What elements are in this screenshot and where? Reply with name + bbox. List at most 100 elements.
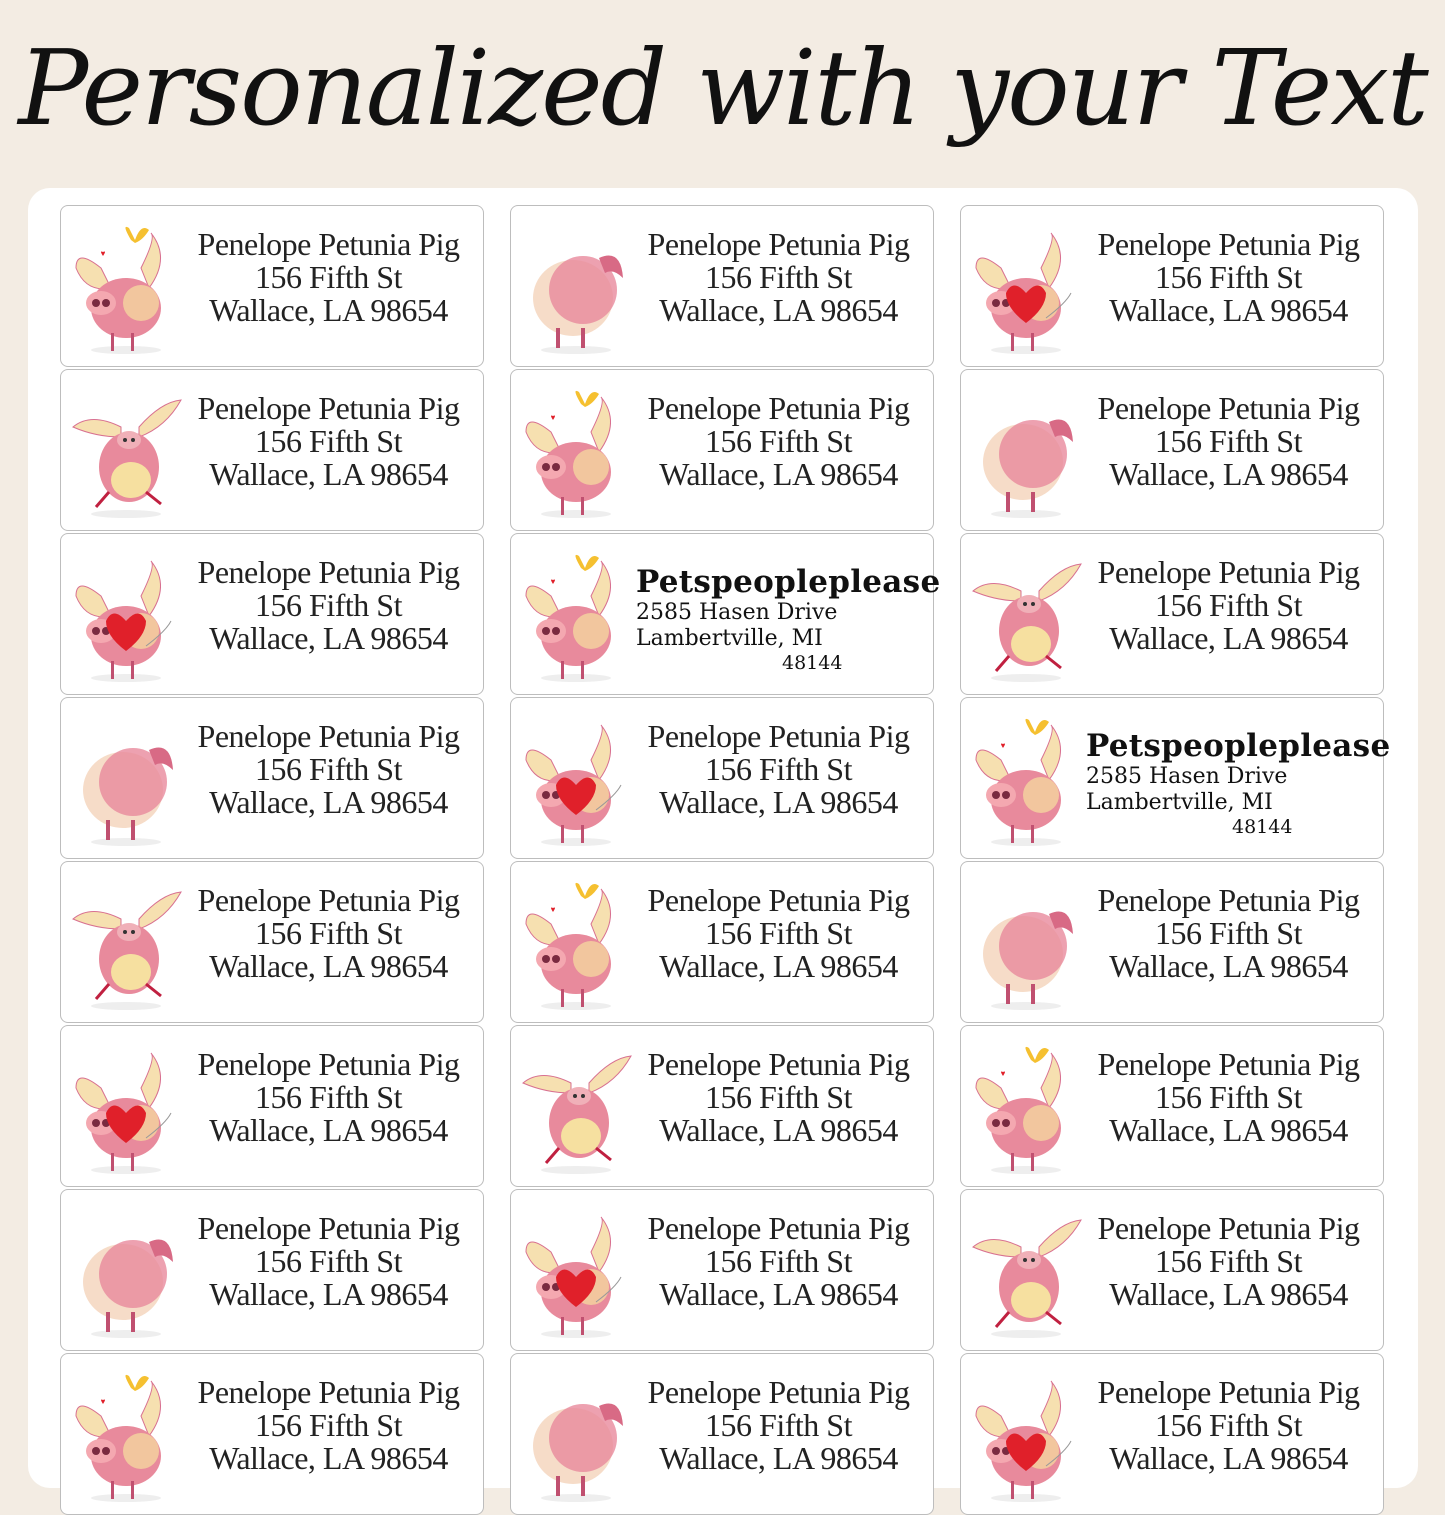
label-city: Wallace, LA 98654 [209, 620, 448, 656]
label-street: 156 Fifth St [1155, 1079, 1302, 1115]
address-label: Petspeopleplease 2585 Hasen Drive Lambertv… [510, 533, 941, 695]
address-label: Penelope Petunia Pig 156 Fifth St Wallace,… [510, 1189, 934, 1351]
label-city: Lambertville, MI [1086, 790, 1273, 815]
label-sheet: Penelope Petunia Pig 156 Fifth St Wallace,… [28, 188, 1418, 1515]
side-pig-image [71, 1202, 186, 1340]
label-street: 156 Fifth St [1155, 1407, 1302, 1443]
label-text: Penelope Petunia Pig 156 Fifth St Wallace,… [636, 1212, 921, 1311]
label-name: Penelope Petunia Pig [197, 226, 460, 262]
label-text: Penelope Petunia Pig 156 Fifth St Wallace,… [186, 1212, 471, 1311]
label-text: Petspeopleplease 2585 Hasen Drive Lambertv… [636, 564, 941, 674]
label-street: 156 Fifth St [705, 915, 852, 951]
label-city: Wallace, LA 98654 [659, 1440, 898, 1476]
label-name: Penelope Petunia Pig [197, 1374, 460, 1410]
address-label: Penelope Petunia Pig 156 Fifth St Wallace,… [510, 1025, 934, 1187]
label-city: Wallace, LA 98654 [659, 456, 898, 492]
label-text: Penelope Petunia Pig 156 Fifth St Wallace,… [636, 1048, 921, 1147]
address-label: Penelope Petunia Pig 156 Fifth St Wallace,… [60, 861, 484, 1023]
label-text: Penelope Petunia Pig 156 Fifth St Wallace,… [186, 556, 471, 655]
heart-pig-image [521, 1202, 636, 1340]
label-text: Penelope Petunia Pig 156 Fifth St Wallace,… [636, 884, 921, 983]
label-text: Penelope Petunia Pig 156 Fifth St Wallace,… [1086, 228, 1371, 327]
side-pig-image [971, 874, 1086, 1012]
label-street: 156 Fifth St [255, 1079, 402, 1115]
address-label: Penelope Petunia Pig 156 Fifth St Wallace,… [960, 1025, 1384, 1187]
label-name: Penelope Petunia Pig [197, 882, 460, 918]
label-street: 156 Fifth St [1155, 423, 1302, 459]
label-street: 156 Fifth St [705, 1407, 852, 1443]
label-text: Penelope Petunia Pig 156 Fifth St Wallace,… [636, 720, 921, 819]
label-city: Wallace, LA 98654 [659, 1112, 898, 1148]
label-city: Wallace, LA 98654 [209, 1112, 448, 1148]
address-label: Penelope Petunia Pig 156 Fifth St Wallace,… [510, 369, 934, 531]
address-label: Penelope Petunia Pig 156 Fifth St Wallace,… [60, 205, 484, 367]
address-label: Penelope Petunia Pig 156 Fifth St Wallace,… [960, 369, 1384, 531]
label-text: Penelope Petunia Pig 156 Fifth St Wallace,… [186, 1376, 471, 1475]
heart-pig-image [71, 546, 186, 684]
label-street: 156 Fifth St [255, 915, 402, 951]
label-name: Penelope Petunia Pig [1097, 1210, 1360, 1246]
address-label: Penelope Petunia Pig 156 Fifth St Wallace,… [60, 533, 484, 695]
side-pig-image [71, 710, 186, 848]
label-city: Wallace, LA 98654 [1109, 1276, 1348, 1312]
label-city: Wallace, LA 98654 [209, 1440, 448, 1476]
label-city: Wallace, LA 98654 [1109, 620, 1348, 656]
label-name: Penelope Petunia Pig [1097, 1046, 1360, 1082]
label-name: Penelope Petunia Pig [647, 882, 910, 918]
label-city: Wallace, LA 98654 [209, 948, 448, 984]
label-text: Penelope Petunia Pig 156 Fifth St Wallace,… [186, 720, 471, 819]
butterfly-pig-image [71, 1366, 186, 1504]
address-label: Penelope Petunia Pig 156 Fifth St Wallace,… [510, 697, 934, 859]
heart-pig-image [971, 218, 1086, 356]
butterfly-pig-image [521, 382, 636, 520]
side-pig-image [971, 382, 1086, 520]
label-text: Penelope Petunia Pig 156 Fifth St Wallace,… [1086, 1048, 1371, 1147]
label-text: Penelope Petunia Pig 156 Fifth St Wallace,… [636, 1376, 921, 1475]
heart-pig-image [71, 1038, 186, 1176]
label-text: Penelope Petunia Pig 156 Fifth St Wallace,… [186, 1048, 471, 1147]
address-label: Penelope Petunia Pig 156 Fifth St Wallace,… [60, 1189, 484, 1351]
butterfly-pig-image [521, 874, 636, 1012]
label-street: 156 Fifth St [1155, 915, 1302, 951]
label-city: Wallace, LA 98654 [1109, 456, 1348, 492]
label-street: 156 Fifth St [255, 751, 402, 787]
label-street: 156 Fifth St [705, 1079, 852, 1115]
side-pig-image [521, 218, 636, 356]
flying-ears-pig-image [971, 546, 1086, 684]
address-label: Penelope Petunia Pig 156 Fifth St Wallace,… [960, 1189, 1384, 1351]
butterfly-pig-image [971, 710, 1086, 848]
label-name: Penelope Petunia Pig [1097, 554, 1360, 590]
label-name: Petspeopleplease [636, 564, 941, 600]
address-label: Penelope Petunia Pig 156 Fifth St Wallace,… [960, 861, 1384, 1023]
label-text: Penelope Petunia Pig 156 Fifth St Wallace,… [636, 228, 921, 327]
label-street: 156 Fifth St [705, 751, 852, 787]
label-street: 156 Fifth St [255, 1407, 402, 1443]
address-label: Penelope Petunia Pig 156 Fifth St Wallace,… [960, 533, 1384, 695]
address-label: Penelope Petunia Pig 156 Fifth St Wallace,… [960, 205, 1384, 367]
label-zip: 48144 [782, 652, 843, 674]
heart-pig-image [971, 1366, 1086, 1504]
address-label: Penelope Petunia Pig 156 Fifth St Wallace,… [60, 1025, 484, 1187]
label-street: 2585 Hasen Drive [1086, 764, 1288, 789]
label-street: 156 Fifth St [255, 1243, 402, 1279]
label-text: Penelope Petunia Pig 156 Fifth St Wallace,… [1086, 1376, 1371, 1475]
label-text: Penelope Petunia Pig 156 Fifth St Wallace,… [1086, 1212, 1371, 1311]
address-label: Penelope Petunia Pig 156 Fifth St Wallace,… [60, 697, 484, 859]
label-street: 156 Fifth St [255, 259, 402, 295]
label-name: Penelope Petunia Pig [1097, 1374, 1360, 1410]
label-city: Wallace, LA 98654 [1109, 1112, 1348, 1148]
address-label: Penelope Petunia Pig 156 Fifth St Wallace,… [60, 369, 484, 531]
label-name: Penelope Petunia Pig [647, 390, 910, 426]
butterfly-pig-image [521, 546, 636, 684]
address-label: Penelope Petunia Pig 156 Fifth St Wallace,… [510, 205, 934, 367]
flying-ears-pig-image [71, 874, 186, 1012]
label-name: Penelope Petunia Pig [1097, 390, 1360, 426]
address-label: Penelope Petunia Pig 156 Fifth St Wallace,… [510, 861, 934, 1023]
label-name: Penelope Petunia Pig [647, 1046, 910, 1082]
label-street: 156 Fifth St [255, 587, 402, 623]
label-text: Penelope Petunia Pig 156 Fifth St Wallace,… [186, 228, 471, 327]
label-city: Lambertville, MI [636, 626, 823, 651]
label-name: Penelope Petunia Pig [197, 554, 460, 590]
label-city: Wallace, LA 98654 [209, 292, 448, 328]
label-name: Penelope Petunia Pig [647, 718, 910, 754]
